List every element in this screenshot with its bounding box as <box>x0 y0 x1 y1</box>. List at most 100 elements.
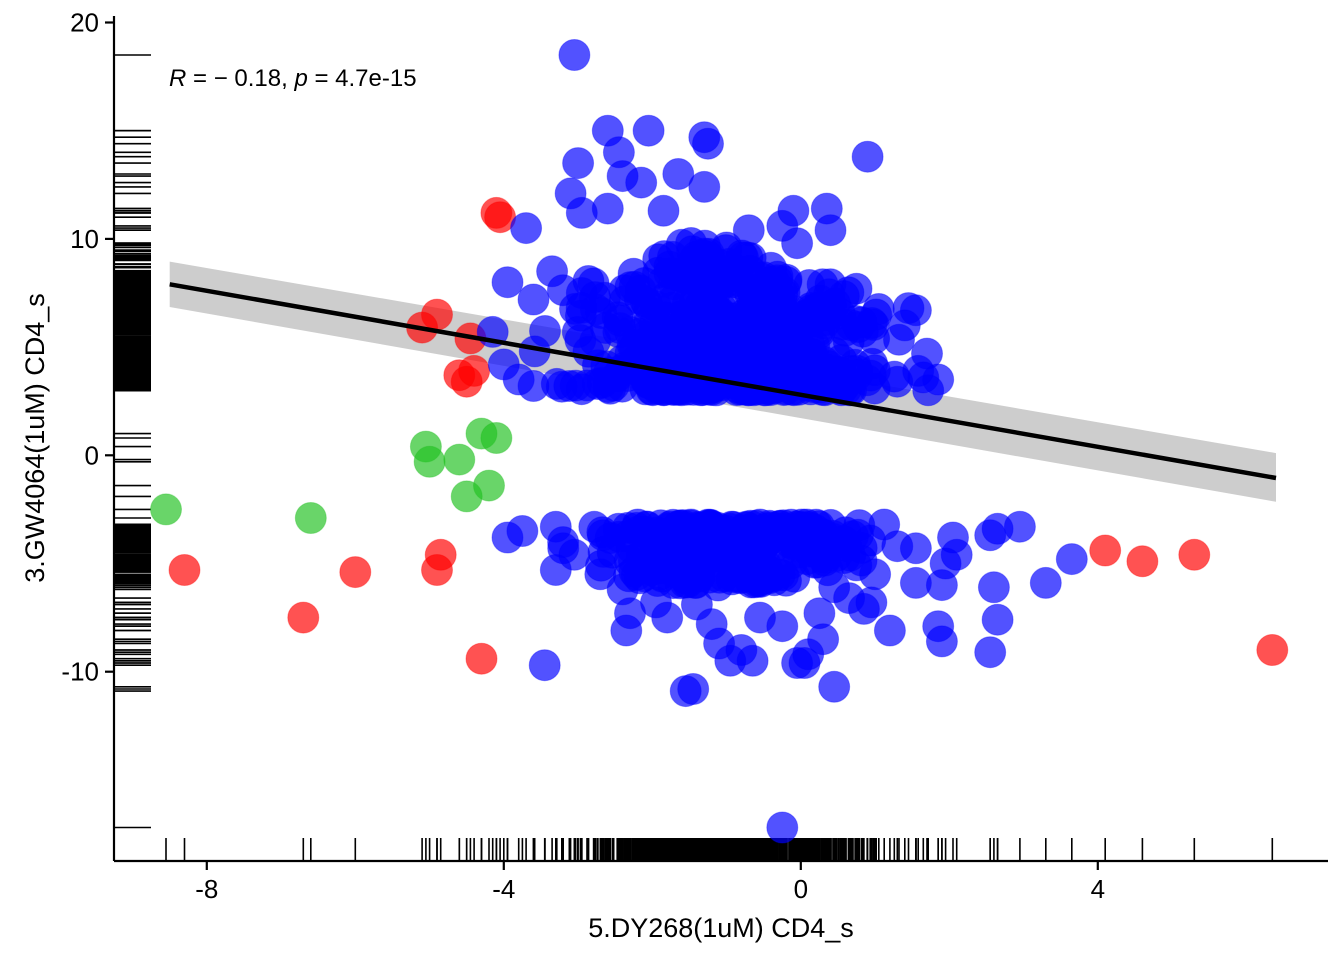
data-point <box>168 554 201 586</box>
data-point <box>150 493 182 526</box>
data-point <box>722 311 755 344</box>
data-point <box>642 371 675 404</box>
data-point <box>667 325 700 357</box>
data-point <box>1256 634 1289 666</box>
data-point <box>578 510 611 543</box>
data-point <box>610 614 643 647</box>
data-point <box>596 536 629 569</box>
data-point <box>819 540 852 573</box>
data-point <box>818 670 851 703</box>
data-point <box>766 610 799 643</box>
data-point <box>1029 566 1062 599</box>
data-point <box>647 194 680 227</box>
data-point <box>506 515 539 547</box>
data-point <box>1178 538 1211 571</box>
data-point <box>651 601 684 634</box>
data-point <box>832 325 865 358</box>
data-point <box>690 542 723 575</box>
data-point <box>974 636 1007 669</box>
data-point <box>625 166 658 199</box>
data-point <box>528 649 561 682</box>
data-point <box>806 268 839 301</box>
data-point <box>766 811 799 844</box>
data-point <box>539 554 572 586</box>
data-point <box>559 369 592 402</box>
data-point <box>688 170 721 203</box>
data-point <box>558 39 591 71</box>
data-point <box>618 270 651 303</box>
data-point <box>421 554 453 586</box>
data-point <box>873 614 906 647</box>
regression-line <box>169 282 1277 481</box>
y-tick-label: 10 <box>70 224 99 254</box>
data-point <box>491 266 524 299</box>
data-point <box>1003 510 1036 543</box>
x-tick-label: -4 <box>492 874 515 904</box>
data-point <box>677 673 710 705</box>
x-rug <box>165 838 1274 861</box>
data-point <box>443 443 476 476</box>
data-point <box>937 521 969 554</box>
data-point <box>589 312 622 344</box>
data-point <box>579 281 612 314</box>
data-point <box>287 601 320 634</box>
data-points <box>150 39 1289 844</box>
data-point <box>421 298 453 331</box>
y-tick-label: -10 <box>61 657 99 687</box>
r-symbol: R <box>169 65 186 92</box>
data-point <box>634 324 667 356</box>
data-point <box>561 316 594 348</box>
data-point <box>665 228 698 261</box>
data-point <box>632 114 665 147</box>
p-symbol: p <box>293 65 307 92</box>
data-point <box>851 140 884 173</box>
data-point <box>847 592 880 625</box>
axes <box>112 16 1328 863</box>
x-axis-title: 5.DY268(1uM) CD4_s <box>588 913 854 943</box>
data-point <box>1126 545 1159 578</box>
data-point <box>663 260 696 292</box>
data-point <box>480 422 513 454</box>
y-axis-title: 3.GW4064(1uM) CD4_s <box>20 293 50 583</box>
data-point <box>662 158 695 190</box>
data-point <box>517 283 550 316</box>
data-point <box>473 469 505 502</box>
data-point <box>692 127 724 160</box>
data-point <box>547 526 580 559</box>
data-point <box>752 323 785 356</box>
data-point <box>413 445 446 478</box>
data-point <box>925 625 958 658</box>
data-point <box>899 532 932 565</box>
data-point <box>799 514 832 546</box>
data-point <box>858 372 891 405</box>
p-value: = 4.7e-15 <box>308 65 417 92</box>
data-point <box>781 227 814 260</box>
correlation-annotation: R = − 0.18, p = 4.7e-15 <box>169 65 417 92</box>
data-point <box>803 597 836 630</box>
data-point <box>702 268 735 301</box>
data-point <box>529 315 561 347</box>
x-tick-label: 4 <box>1091 874 1105 904</box>
data-point <box>760 529 792 562</box>
data-point <box>458 354 491 387</box>
data-point <box>683 512 716 545</box>
ticks: -8 -4 0 4 20 10 0 -10 <box>61 8 1105 905</box>
data-point <box>339 556 372 589</box>
data-point <box>781 647 814 679</box>
data-point <box>639 518 672 551</box>
data-point <box>857 308 890 341</box>
data-point <box>977 571 1010 604</box>
x-tick-label: -8 <box>195 874 218 904</box>
y-tick-label: 20 <box>70 8 99 38</box>
data-point <box>1089 534 1122 567</box>
data-point <box>814 214 847 247</box>
data-point <box>782 373 815 406</box>
data-point <box>981 603 1014 636</box>
data-point <box>294 502 327 534</box>
r-value: = − 0.18, <box>186 65 294 92</box>
data-point <box>465 642 498 675</box>
y-tick-label: 0 <box>85 440 99 470</box>
data-point <box>902 354 935 387</box>
fit-line <box>169 282 1277 481</box>
